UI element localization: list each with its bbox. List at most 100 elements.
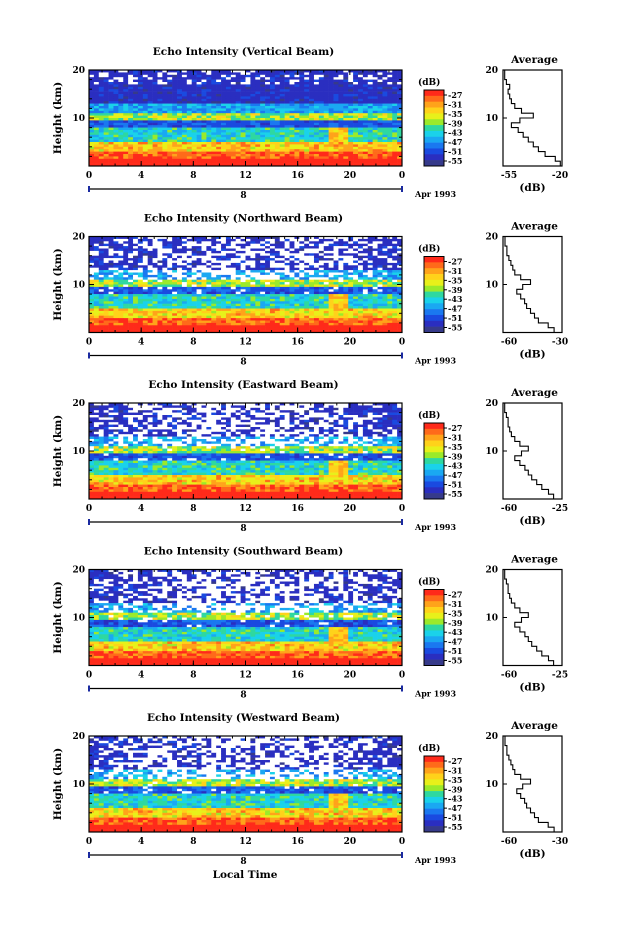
heatmap-cell <box>289 265 295 268</box>
heatmap-cell <box>167 154 173 157</box>
heatmap-cell <box>206 132 212 136</box>
heatmap-cell <box>235 86 241 90</box>
heatmap-cell <box>328 156 334 160</box>
heatmap-cell <box>240 306 246 309</box>
heatmap-cell <box>225 267 232 271</box>
heatmap-cell <box>113 127 119 131</box>
heatmap-cell <box>167 161 173 164</box>
heatmap-cell <box>269 255 276 259</box>
heatmap-cell <box>118 286 124 290</box>
heatmap-cell <box>397 258 403 261</box>
heatmap-cell <box>269 149 276 152</box>
heatmap-cell <box>128 144 134 148</box>
heatmap-cell <box>167 120 173 124</box>
heatmap-cell <box>211 139 217 143</box>
heatmap-cell <box>372 272 378 276</box>
heatmap-cell <box>89 113 95 116</box>
heatmap-cell <box>196 72 202 76</box>
heatmap-cell <box>177 296 183 300</box>
heatmap-cell <box>274 91 281 95</box>
heatmap-cell <box>357 101 364 104</box>
heatmap-cell <box>309 277 315 280</box>
heatmap-cell <box>240 298 246 302</box>
heatmap-cell <box>309 103 315 107</box>
heatmap-cell <box>392 298 398 302</box>
heatmap-cell <box>382 156 388 160</box>
heatmap-cell <box>250 262 256 266</box>
heatmap-cell <box>152 118 158 121</box>
heatmap-cell <box>221 125 227 128</box>
heatmap-cell <box>201 272 207 276</box>
heatmap-cell <box>230 303 237 307</box>
heatmap-cell <box>328 118 334 121</box>
heatmap-cell <box>387 79 393 83</box>
heatmap-cell <box>284 125 290 128</box>
heatmap-cell <box>353 163 359 167</box>
heatmap-cell <box>221 77 227 80</box>
heatmap-cell <box>372 296 378 300</box>
heatmap-cell <box>162 248 168 252</box>
heatmap-cell <box>313 267 320 271</box>
heatmap-cell <box>118 110 124 114</box>
heatmap-cell <box>255 246 261 249</box>
heatmap-cell <box>235 315 241 319</box>
heatmap-cell <box>387 139 393 143</box>
heatmap-cell <box>382 291 388 295</box>
heatmap-cell <box>299 115 305 119</box>
heatmap-cell <box>304 70 310 73</box>
heatmap-cell <box>196 101 202 104</box>
heatmap-cell <box>353 72 359 76</box>
heatmap-cell <box>392 246 398 249</box>
heatmap-cell <box>392 74 398 78</box>
heatmap-cell <box>206 248 212 252</box>
heatmap-cell <box>118 294 124 297</box>
heatmap-cell <box>177 84 183 88</box>
heatmap-cell <box>255 279 261 283</box>
heatmap-cell <box>377 125 383 128</box>
heatmap-cell <box>323 286 329 290</box>
heatmap-cell <box>367 163 373 167</box>
heatmap-cell <box>313 132 320 136</box>
heatmap-cell <box>196 313 202 316</box>
heatmap-cell <box>133 103 139 107</box>
heatmap-cell <box>377 246 383 249</box>
heatmap-cell <box>294 94 300 97</box>
heatmap-cell <box>343 139 349 143</box>
heatmap-cell <box>265 151 271 155</box>
heatmap-cell <box>313 161 320 164</box>
heatmap-cell <box>123 258 129 261</box>
heatmap-cell <box>191 108 197 112</box>
heatmap-cell <box>211 289 217 292</box>
heatmap-cell <box>235 258 241 261</box>
heatmap-cell <box>133 320 139 324</box>
heatmap-cell <box>221 258 227 261</box>
heatmap-cell <box>372 110 378 114</box>
heatmap-cell <box>137 151 144 155</box>
heatmap-cell <box>221 110 227 114</box>
heatmap-cell <box>260 246 266 249</box>
heatmap-cell <box>191 156 197 160</box>
heatmap-cell <box>309 118 315 121</box>
heatmap-cell <box>387 146 393 150</box>
heatmap-cell <box>338 98 344 102</box>
heatmap-cell <box>103 130 109 133</box>
colorbar-swatch <box>424 148 444 155</box>
heatmap-cell <box>201 267 207 271</box>
heatmap-cell <box>279 298 285 302</box>
heatmap-cell <box>240 282 246 285</box>
heatmap-cell <box>250 163 256 167</box>
heatmap-cell <box>221 243 227 247</box>
heatmap-cell <box>225 260 232 264</box>
heatmap-cell <box>240 265 246 268</box>
heatmap-cell <box>392 238 398 242</box>
heatmap-cell <box>274 308 281 312</box>
heatmap-cell <box>133 134 139 138</box>
heatmap-cell <box>167 248 173 252</box>
heatmap-cell <box>382 70 388 73</box>
heatmap-cell <box>240 241 246 244</box>
heatmap-cell <box>216 70 222 73</box>
heatmap-cell <box>318 132 325 136</box>
heatmap-cell <box>245 142 251 145</box>
heatmap-cells <box>89 70 403 167</box>
heatmap-cell <box>172 82 178 85</box>
